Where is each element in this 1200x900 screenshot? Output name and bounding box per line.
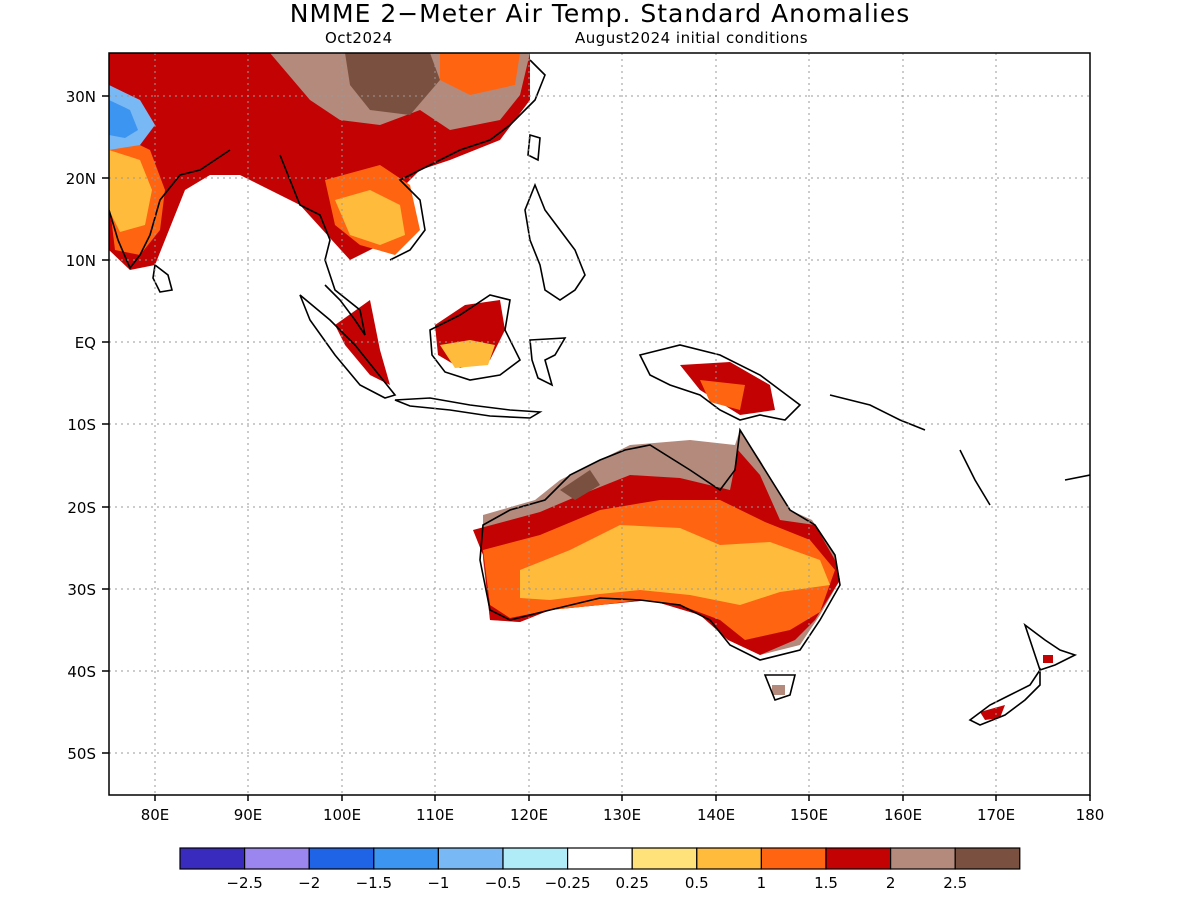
legend-labels: −2.5 −2 −1.5 −1 −0.5 −0.25 0.25 0.5 1 1.5 2 2.5 <box>226 874 967 892</box>
anomaly-region-india-lightblue <box>109 100 138 138</box>
coastline-sumatra <box>299 294 397 399</box>
coastline-borneo <box>429 294 522 381</box>
legend-swatch-3 <box>373 847 439 870</box>
anomaly-shading <box>109 53 1053 720</box>
anomaly-region-borneo-yellow <box>440 340 495 368</box>
legend-label-11: 2.5 <box>943 874 967 892</box>
anomaly-region-india-yellow <box>109 150 152 232</box>
anomaly-region-tasmania <box>772 685 785 695</box>
anomaly-region-new-guinea-orange <box>700 380 745 410</box>
legend-label-10: 2 <box>886 874 896 892</box>
legend-swatch-9 <box>760 847 827 870</box>
anomaly-region-asia-darkbrown <box>345 53 440 115</box>
legend-label-8: 1 <box>757 874 767 892</box>
legend-label-7: 0.5 <box>685 874 709 892</box>
lon-label-120e: 120E <box>510 806 548 824</box>
latitude-labels: 30N 20N 10N EQ 10S 20S 30S 40S 50S <box>66 88 96 763</box>
coastline-taiwan <box>527 133 541 162</box>
legend-swatch-2 <box>308 847 375 870</box>
coastline-vanuatu <box>959 449 991 506</box>
anomaly-region-australia-darkbrown <box>560 470 600 500</box>
legend-swatch-11 <box>889 847 956 870</box>
coastline-java <box>394 397 543 419</box>
legend-label-2: −1.5 <box>356 874 392 892</box>
lon-label-170e: 170E <box>977 806 1015 824</box>
lat-label-20n: 20N <box>66 170 96 188</box>
lat-label-10s: 10S <box>67 416 96 434</box>
legend-label-5: −0.25 <box>545 874 591 892</box>
legend-swatch-7 <box>631 847 698 870</box>
map-title: NMME 2−Meter Air Temp. Standard Anomalie… <box>289 0 911 28</box>
lon-label-130e: 130E <box>603 806 641 824</box>
legend-label-1: −2 <box>298 874 320 892</box>
legend-swatch-1 <box>244 847 310 870</box>
longitude-labels: 80E 90E 100E 110E 120E 130E 140E 150E 16… <box>141 806 1105 824</box>
coastline-fiji <box>1064 474 1090 481</box>
coastline-sri-lanka <box>152 263 173 293</box>
legend-label-6: 0.25 <box>615 874 648 892</box>
coastline-solomon-islands <box>829 394 926 431</box>
anomaly-region-australia-yellow <box>520 525 830 605</box>
lon-label-90e: 90E <box>234 806 263 824</box>
target-month-label: Oct2024 <box>325 29 393 47</box>
legend-swatch-0 <box>179 847 246 870</box>
legend-swatch-6 <box>566 847 633 870</box>
anomaly-region-asia-orange <box>440 53 520 95</box>
coastline-india <box>109 149 231 270</box>
lat-label-10n: 10N <box>66 252 96 270</box>
initial-conditions-label: August2024 initial conditions <box>575 29 809 47</box>
lat-label-20s: 20S <box>67 499 96 517</box>
lon-label-150e: 150E <box>790 806 828 824</box>
legend-swatch-12 <box>954 847 1021 870</box>
lat-label-50s: 50S <box>67 745 96 763</box>
legend-swatch-4 <box>437 847 504 870</box>
lat-label-40s: 40S <box>67 663 96 681</box>
anomaly-region-new-zealand-north <box>1043 655 1053 663</box>
lon-label-100e: 100E <box>323 806 361 824</box>
legend-label-4: −0.5 <box>485 874 521 892</box>
anomaly-region-indochina-yellow <box>335 190 405 245</box>
gridlines <box>109 53 1090 795</box>
legend-label-0: −2.5 <box>226 874 262 892</box>
lat-label-eq: EQ <box>75 334 96 352</box>
legend-swatch-5 <box>502 847 569 870</box>
coastline-australia <box>479 427 841 661</box>
lon-label-160e: 160E <box>884 806 922 824</box>
legend-colorbar <box>179 847 1021 870</box>
lon-label-140e: 140E <box>697 806 735 824</box>
lon-label-180: 180 <box>1076 806 1105 824</box>
coastline-new-zealand-south <box>968 667 1041 726</box>
legend-swatch-10 <box>825 847 892 870</box>
legend-label-9: 1.5 <box>814 874 838 892</box>
coastline-new-zealand-north <box>1023 622 1078 672</box>
anomaly-region-new-zealand <box>980 705 1005 720</box>
coastline-philippines <box>524 182 586 301</box>
lon-label-110e: 110E <box>416 806 454 824</box>
lat-label-30s: 30S <box>67 581 96 599</box>
coastline-sulawesi <box>529 337 567 387</box>
legend-swatch-8 <box>696 847 762 870</box>
coastline-new-guinea <box>638 344 802 421</box>
axis-ticks <box>102 95 1091 801</box>
coastline-tasmania <box>763 674 797 701</box>
lon-label-80e: 80E <box>141 806 170 824</box>
legend-label-3: −1 <box>427 874 449 892</box>
lat-label-30n: 30N <box>66 88 96 106</box>
